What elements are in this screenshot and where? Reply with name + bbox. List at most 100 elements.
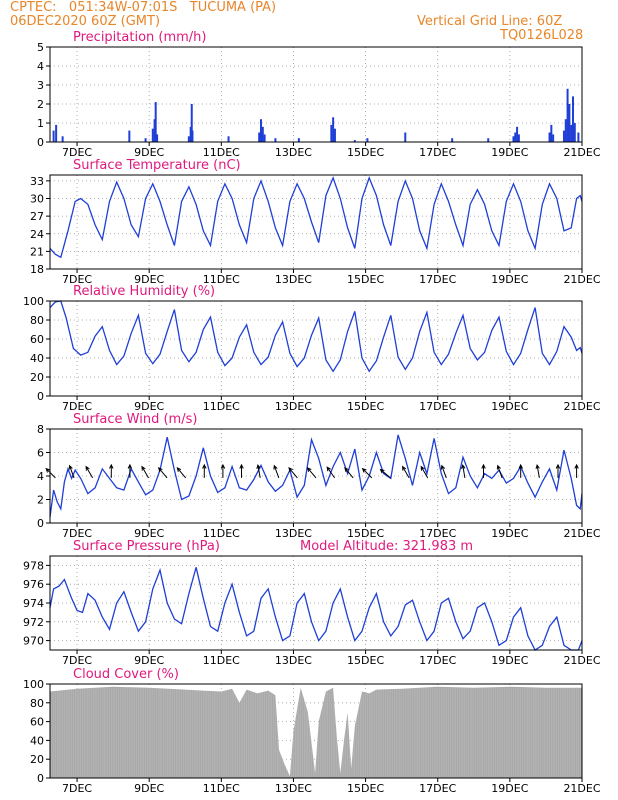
temperature-xtick-label: 19DEC: [491, 273, 528, 286]
precipitation-bar: [191, 130, 194, 142]
wind-arrow: [141, 465, 149, 479]
wind-xtick-label: 11DEC: [203, 527, 240, 540]
cloud-xtick-label: 17DEC: [419, 782, 456, 795]
humidity-xtick-label: 9DEC: [134, 400, 164, 413]
precipitation-bar: [187, 136, 190, 142]
cloud-xtick-label: 7DEC: [62, 782, 92, 795]
precipitation-xtick-label: 21DEC: [563, 146, 600, 159]
humidity-xtick-label: 19DEC: [491, 400, 528, 413]
wind-arrow: [273, 464, 280, 479]
wind-arrow: [344, 466, 354, 479]
header-station: CPTEC: 051:34W-07:01S TUCUMA (PA): [10, 0, 277, 15]
precipitation-xtick-label: 11DEC: [203, 146, 240, 159]
precipitation-bar: [227, 136, 230, 142]
wind-line: [49, 434, 583, 518]
pressure-ytick-label: 970: [23, 635, 44, 648]
wind-arrow: [420, 465, 429, 479]
precipitation-bar: [55, 124, 58, 142]
wind-arrow: [306, 467, 317, 479]
temperature-title: Surface Temperature (nC): [73, 158, 241, 173]
temperature-ytick-label: 30: [30, 193, 44, 206]
precipitation-bar: [487, 138, 490, 142]
precipitation-bar: [128, 130, 131, 142]
precipitation-bar: [261, 126, 264, 142]
wind-arrow: [440, 464, 447, 479]
wind-ytick-label: 4: [37, 470, 44, 483]
wind-xtick-label: 9DEC: [134, 527, 164, 540]
pressure-xtick-label: 11DEC: [203, 654, 240, 667]
header-model-code: TQ0126L028: [500, 28, 584, 43]
precipitation-bar: [61, 136, 64, 142]
temperature-ytick-label: 18: [30, 263, 44, 276]
wind-arrow: [461, 463, 466, 478]
humidity-xtick-label: 21DEC: [563, 400, 600, 413]
precipitation-bar: [353, 140, 356, 142]
humidity-ytick-label: 0: [37, 390, 44, 403]
precipitation-bar: [52, 130, 55, 142]
precipitation-bar: [516, 126, 519, 142]
wind-arrow: [555, 463, 561, 478]
pressure-xtick-label: 19DEC: [491, 654, 528, 667]
temperature-ytick-label: 33: [30, 175, 44, 188]
precipitation-bar: [156, 134, 159, 142]
cloud-xtick-label: 15DEC: [347, 782, 384, 795]
temperature-line: [49, 176, 583, 259]
wind-xtick-label: 19DEC: [491, 527, 528, 540]
precipitation-bar: [568, 104, 571, 142]
precipitation-bar: [259, 119, 262, 142]
cloud-ytick-label: 20: [30, 753, 44, 766]
precipitation-xtick-label: 17DEC: [419, 146, 456, 159]
pressure-ytick-label: 978: [23, 559, 44, 572]
precipitation-bar: [330, 124, 333, 142]
humidity-title: Relative Humidity (%): [73, 284, 215, 299]
precipitation-bar: [404, 132, 407, 142]
precipitation-bar: [332, 117, 335, 142]
wind-xtick-label: 21DEC: [563, 527, 600, 540]
wind-arrow: [574, 463, 579, 478]
wind-arrow: [496, 464, 503, 479]
precipitation-bar: [570, 124, 573, 142]
wind-arrow: [288, 467, 298, 479]
pressure-ytick-label: 972: [23, 616, 44, 629]
precipitation-xtick-label: 7DEC: [62, 146, 92, 159]
precipitation-ytick-label: 1: [37, 117, 44, 130]
precipitation-bar: [333, 128, 336, 142]
pressure-xtick-label: 17DEC: [419, 654, 456, 667]
wind-ytick-label: 6: [37, 447, 44, 460]
pressure-xtick-label: 21DEC: [563, 654, 600, 667]
cloud-xtick-label: 11DEC: [203, 782, 240, 795]
wind-arrow: [157, 467, 168, 479]
wind-xtick-label: 7DEC: [62, 527, 92, 540]
precipitation-bar: [154, 102, 157, 142]
precipitation-frame: [49, 46, 583, 143]
cloud-title: Cloud Cover (%): [73, 667, 179, 682]
humidity-ytick-label: 80: [30, 314, 44, 327]
pressure-xtick-label: 9DEC: [134, 654, 164, 667]
precipitation-bar: [190, 104, 193, 142]
wind-arrow: [239, 463, 244, 478]
precipitation-bar: [517, 134, 520, 142]
cloud-cover-area: [50, 686, 582, 778]
pressure-title: Surface Pressure (hPa): [73, 539, 220, 554]
precipitation-bar: [571, 96, 574, 142]
temperature-ytick-label: 21: [30, 245, 44, 258]
humidity-ytick-label: 20: [30, 371, 44, 384]
pressure-xtick-label: 13DEC: [275, 654, 312, 667]
humidity-ytick-label: 60: [30, 333, 44, 346]
wind-arrow: [68, 464, 75, 479]
precipitation-ytick-label: 4: [37, 60, 44, 73]
humidity-xtick-label: 15DEC: [347, 400, 384, 413]
humidity-ytick-label: 100: [23, 295, 44, 308]
wind-ytick-label: 0: [37, 517, 44, 530]
temperature-xtick-label: 11DEC: [203, 273, 240, 286]
precipitation-bar: [189, 126, 192, 142]
precipitation-ytick-label: 0: [37, 136, 44, 149]
temperature-ytick-label: 24: [30, 228, 44, 241]
precipitation-bar: [274, 138, 277, 142]
temperature-xtick-label: 17DEC: [419, 273, 456, 286]
wind-arrow: [361, 467, 373, 479]
precipitation-bar: [144, 138, 147, 142]
cloud-ytick-label: 60: [30, 716, 44, 729]
cloud-ytick-label: 40: [30, 734, 44, 747]
